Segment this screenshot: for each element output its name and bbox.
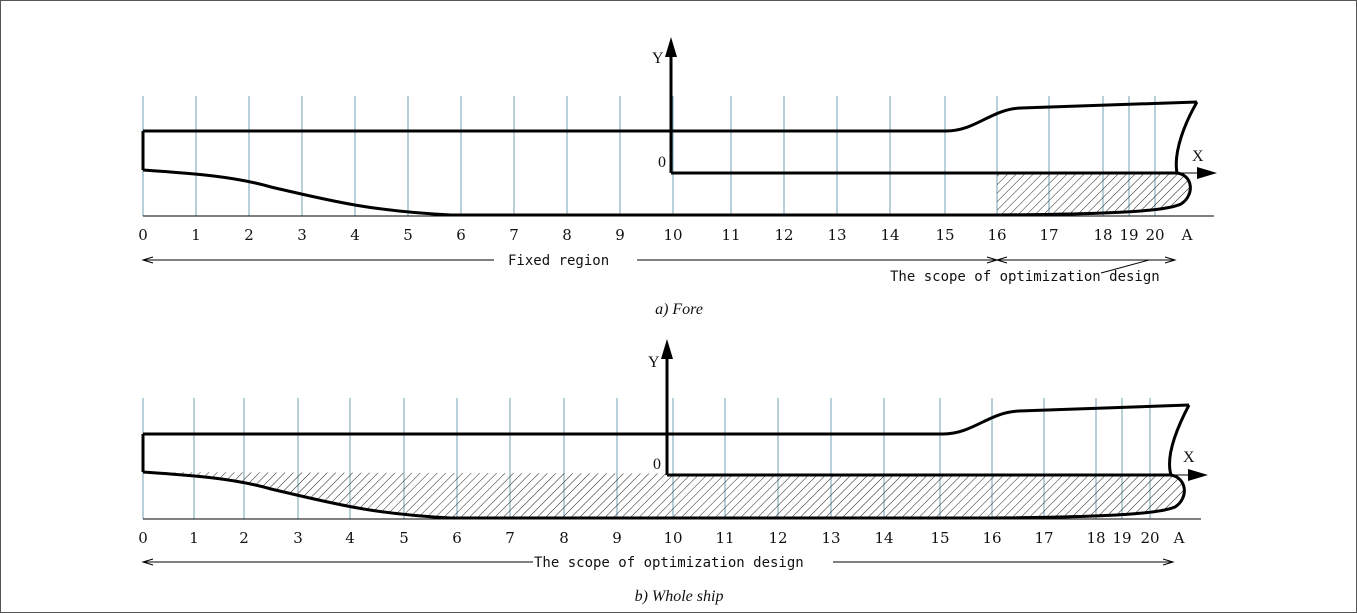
- origin-label-whole: 0: [653, 456, 661, 473]
- station-label: A: [1181, 226, 1193, 244]
- station-label: 9: [615, 226, 625, 244]
- station-label: 17: [1039, 226, 1058, 244]
- station-label: 12: [774, 226, 793, 244]
- station-label: 5: [403, 226, 413, 244]
- caption-whole: b) Whole ship: [635, 588, 724, 605]
- station-label: 6: [456, 226, 466, 244]
- station-label: 4: [350, 226, 360, 244]
- station-grid-fore: [142, 96, 1156, 216]
- y-axis-label-fore: Y: [652, 50, 664, 67]
- station-label: 1: [191, 226, 201, 244]
- deck-line-whole: [143, 403, 1190, 436]
- opt-region-arrow-right-whole: [1162, 558, 1175, 566]
- station-label: 4: [345, 529, 355, 547]
- station-label: 10: [663, 226, 682, 244]
- station-label: 6: [452, 529, 462, 547]
- station-label: 15: [935, 226, 954, 244]
- fixed-region-arrow-left: [141, 256, 154, 264]
- station-label: 2: [244, 226, 254, 244]
- panel-fore: Y X 0 0 1 2 3 4 5 6 7 8 9 10 11 12 13 14 15 16 17 18 19 20 A …: [138, 37, 1217, 318]
- opt-region-label-whole: The scope of optimization design: [534, 555, 804, 571]
- y-axis-arrow-whole: [661, 339, 673, 359]
- bottom-profile-whole: [142, 470, 991, 520]
- station-label: 3: [293, 529, 303, 547]
- deck-line-fore: [143, 100, 1198, 133]
- opt-region-arrow-right-fore: [1164, 256, 1177, 264]
- station-label: 3: [297, 226, 307, 244]
- x-axis-arrow-fore: [1197, 167, 1217, 179]
- station-label: 17: [1034, 529, 1053, 547]
- station-label: A: [1173, 529, 1185, 547]
- station-label: 1: [189, 529, 199, 547]
- optimization-area-whole: [143, 472, 1185, 518]
- station-label: 10: [663, 529, 682, 547]
- station-label: 13: [821, 529, 840, 547]
- caption-fore: a) Fore: [655, 301, 703, 318]
- stem-profile-whole: [990, 404, 1191, 520]
- station-label: 18: [1093, 226, 1112, 244]
- station-label: 18: [1086, 529, 1105, 547]
- station-label: 2: [239, 529, 249, 547]
- x-axis-label-fore: X: [1192, 148, 1204, 165]
- stem-profile-fore: [996, 101, 1199, 217]
- station-label: 15: [930, 529, 949, 547]
- station-label: 11: [715, 529, 734, 547]
- opt-region-label-fore: The scope of optimization design: [890, 269, 1160, 285]
- station-label: 16: [982, 529, 1001, 547]
- station-label: 0: [138, 226, 148, 244]
- station-label: 11: [721, 226, 740, 244]
- opt-region-leader-fore: [1100, 259, 1150, 274]
- station-label: 8: [562, 226, 572, 244]
- panel-whole-ship: Y X 0 0 1 2 3 4 5 6 7 8 9 10 11 12 13 14 15 16 17 18 19 20 A …: [138, 339, 1208, 605]
- optimization-area-fore: [997, 173, 1191, 215]
- station-label: 14: [880, 226, 899, 244]
- x-axis-label-whole: X: [1183, 449, 1195, 466]
- station-label: 19: [1119, 226, 1138, 244]
- station-label: 19: [1112, 529, 1131, 547]
- origin-label-fore: 0: [658, 154, 666, 171]
- station-label: 20: [1145, 226, 1164, 244]
- station-label: 20: [1140, 529, 1159, 547]
- station-labels-whole: 0 1 2 3 4 5 6 7 8 9 10 11 12 13 14 15 16 17 18 19 20 A: [138, 529, 1184, 547]
- station-labels-fore: 0 1 2 3 4 5 6 7 8 9 10 11 12 13 14 15 16 17 18 19 20 A: [138, 226, 1192, 244]
- station-label: 13: [827, 226, 846, 244]
- station-label: 14: [874, 529, 893, 547]
- station-label: 16: [987, 226, 1006, 244]
- station-label: 0: [138, 529, 148, 547]
- bottom-profile-fore: [142, 168, 997, 217]
- station-label: 12: [768, 529, 787, 547]
- station-label: 7: [509, 226, 519, 244]
- station-label: 8: [559, 529, 569, 547]
- opt-region-arrow-left-fore: [995, 256, 1008, 264]
- y-axis-label-whole: Y: [648, 354, 660, 371]
- opt-region-arrow-left-whole: [141, 558, 154, 566]
- fixed-region-label: Fixed region: [508, 253, 609, 269]
- y-axis-arrow-fore: [665, 37, 677, 57]
- x-axis-arrow-whole: [1188, 469, 1208, 481]
- station-label: 7: [505, 529, 515, 547]
- station-label: 9: [612, 529, 622, 547]
- station-label: 5: [399, 529, 409, 547]
